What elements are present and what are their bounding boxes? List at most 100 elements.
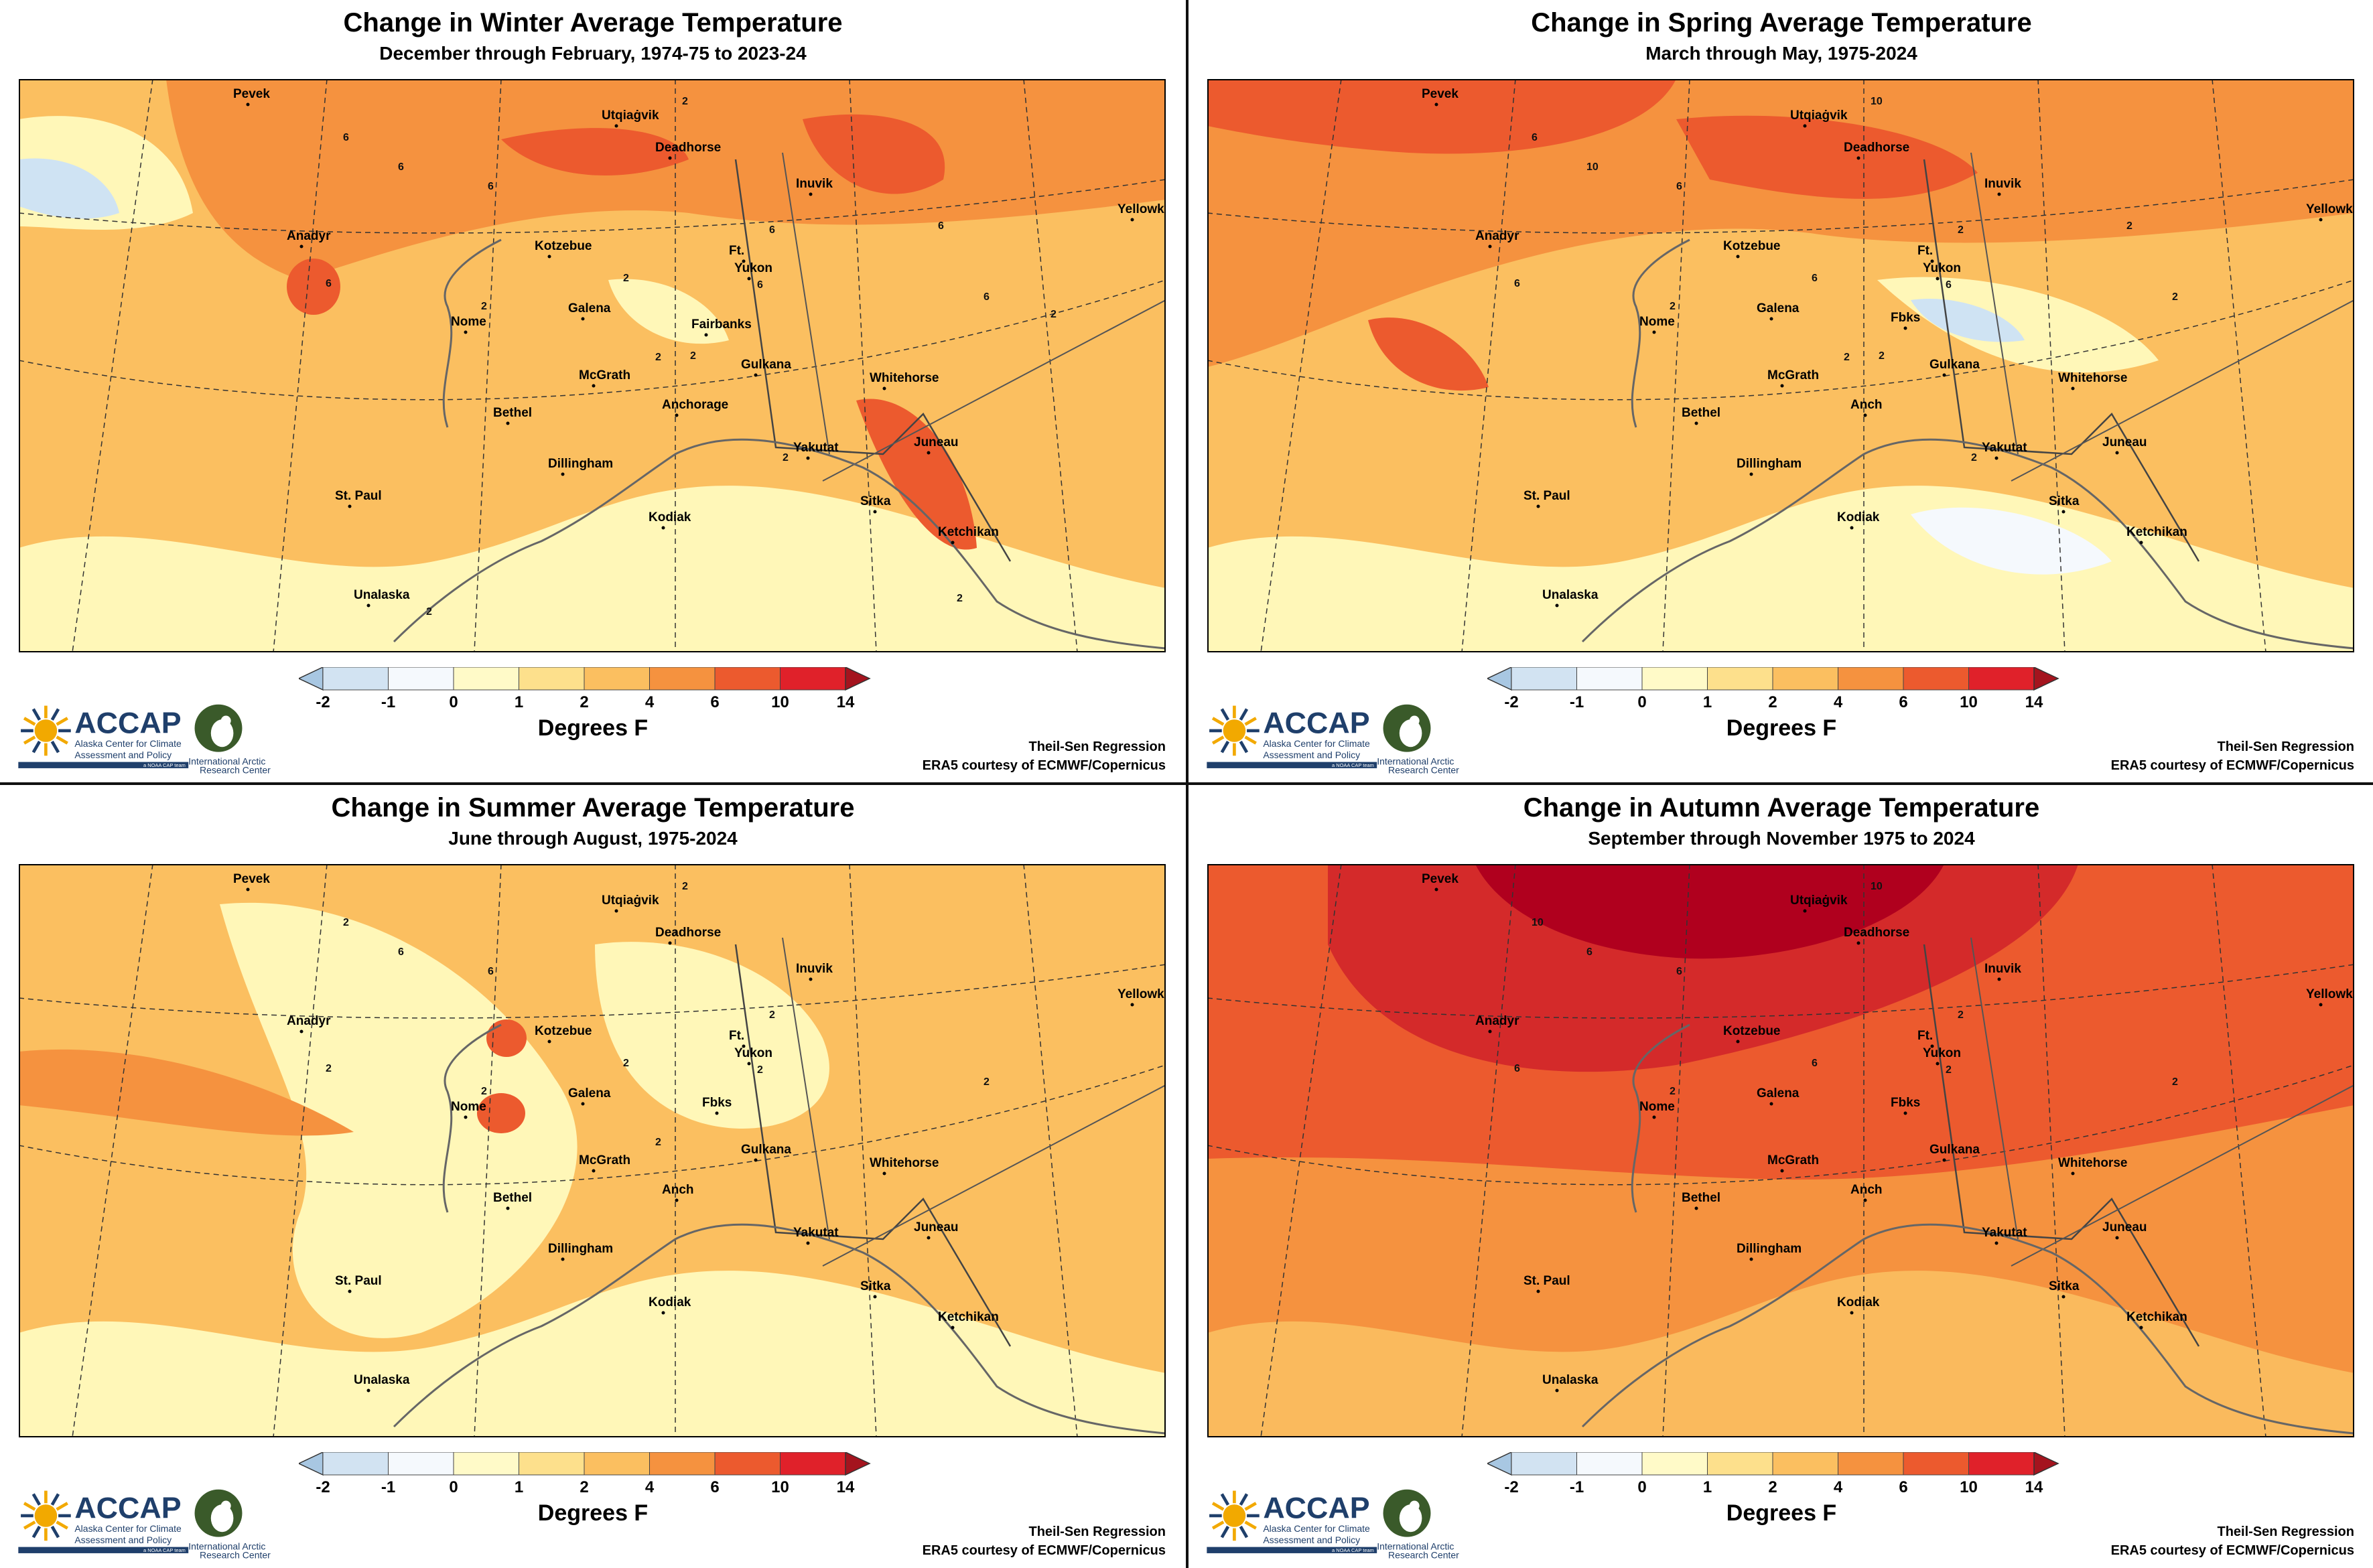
contour-label: 2 <box>1946 1064 1952 1076</box>
contour-label: 2 <box>984 1076 990 1088</box>
place-marker <box>1803 909 1807 913</box>
place-label: Kotzebue <box>535 239 592 253</box>
place-label: Whitehorse <box>870 371 939 385</box>
place-label: Anch <box>1850 1183 1883 1197</box>
colorbar-tick: 4 <box>645 1478 655 1496</box>
contour-label: 6 <box>1676 181 1682 192</box>
place-label: Dillingham <box>1737 457 1802 471</box>
accap-line2: Assessment and Policy <box>1263 1535 1360 1545</box>
place-label: Ft. <box>729 1029 744 1043</box>
contour-label: 2 <box>1844 352 1850 363</box>
accap-bar <box>1207 762 1377 768</box>
place-marker <box>754 1158 758 1162</box>
colorbar-segment <box>388 667 454 691</box>
place-marker <box>1536 504 1540 508</box>
accap-line1: Alaska Center for Climate <box>74 1523 182 1534</box>
place-label: Kotzebue <box>535 1024 592 1038</box>
place-label: Sitka <box>860 1279 891 1293</box>
colorbar-tick: 2 <box>1768 693 1777 711</box>
place-marker <box>873 510 877 514</box>
accap-bar <box>1207 1547 1377 1553</box>
panel-autumn: Change in Autumn Average Temperature Sept… <box>1189 785 2373 1567</box>
colorbar-label: Degrees F <box>537 1500 649 1526</box>
colorbar-segment <box>1576 667 1643 691</box>
accap-logo-text: ACCAP <box>1263 707 1369 740</box>
accap-line2: Assessment and Policy <box>1263 750 1360 760</box>
colorbar-segment <box>519 1452 585 1476</box>
place-marker <box>561 1257 565 1261</box>
contour-label: 2 <box>623 273 629 284</box>
place-label: Ft. <box>1917 244 1933 258</box>
contour-label: 2 <box>690 350 696 362</box>
colorbar-tick: 10 <box>771 693 789 711</box>
map-title: Change in Spring Average Temperature <box>1531 8 2032 38</box>
place-label: Dillingham <box>548 1242 613 1256</box>
place-label: Pevek <box>233 872 270 886</box>
place-marker <box>299 1029 303 1034</box>
credit-source: ERA5 courtesy of ECMWF/Copernicus <box>922 1543 1166 1558</box>
colorbar-tick: 10 <box>1960 1478 1978 1496</box>
iarc-globe-icon <box>194 1489 243 1537</box>
place-marker <box>1749 472 1753 476</box>
contour-label: 6 <box>398 946 404 958</box>
colorbar-segment <box>1903 667 1969 691</box>
place-label: Sitka <box>860 494 891 508</box>
accap-sun-icon <box>21 705 71 756</box>
place-marker <box>1936 1062 1940 1066</box>
place-label: Deadhorse <box>655 141 721 155</box>
place-label: St. Paul <box>1523 1274 1570 1288</box>
credit-method: Theil-Sen Regression <box>2217 739 2355 754</box>
contour-label: 2 <box>2172 1076 2178 1088</box>
colorbar-tick: 4 <box>1834 1478 1843 1496</box>
place-marker <box>581 317 585 321</box>
contour-label: 2 <box>769 1009 775 1021</box>
colorbar-segment <box>1511 667 1577 691</box>
place-marker <box>675 1198 679 1202</box>
place-marker <box>1903 326 1907 330</box>
place-label: Gulkana <box>1929 1143 1980 1157</box>
place-marker <box>747 277 751 281</box>
place-label: Fbks <box>1891 311 1920 325</box>
place-label: Ketchikan <box>938 1310 999 1324</box>
colorbar-tick: 1 <box>1703 1478 1712 1496</box>
contour-label: 10 <box>1586 161 1599 173</box>
place-marker <box>661 526 665 530</box>
colorbar-tick: 1 <box>515 1478 523 1496</box>
accap-sun-icon <box>21 1490 71 1541</box>
contour-label: 2 <box>343 917 349 928</box>
place-marker <box>1434 887 1438 892</box>
colorbar-tick: 0 <box>1637 693 1646 711</box>
contour-label: 2 <box>481 301 487 312</box>
iarc-line1: International Arctic <box>1377 756 1454 766</box>
contour-label: 6 <box>343 132 349 143</box>
colorbar-tick: -2 <box>1504 1478 1518 1496</box>
colorbar-tick: 14 <box>2025 693 2043 711</box>
place-marker <box>927 451 931 455</box>
accap-line2: Assessment and Policy <box>74 750 172 760</box>
contour-label: 6 <box>488 181 494 192</box>
place-label: Whitehorse <box>870 1156 939 1170</box>
place-marker <box>1863 413 1867 417</box>
place-label: Dillingham <box>548 457 613 471</box>
place-marker <box>1694 1206 1698 1210</box>
place-label: Kodiak <box>649 510 691 524</box>
colorbar-left-arrow <box>1487 1452 1512 1476</box>
place-marker <box>299 244 303 248</box>
place-label: St. Paul <box>1523 489 1570 503</box>
contour-label: 6 <box>1812 1058 1818 1069</box>
horizontal-divider <box>0 782 2373 785</box>
place-label: Ft. <box>729 244 744 258</box>
place-marker <box>1130 1003 1134 1007</box>
contour-label: 2 <box>1958 1009 1964 1021</box>
place-label: Fbks <box>1891 1096 1920 1110</box>
place-label: McGrath <box>1767 1153 1819 1167</box>
place-marker <box>366 603 370 608</box>
place-marker <box>661 1311 665 1315</box>
colorbar-segment <box>1838 1452 1904 1476</box>
contour-label: 10 <box>1871 96 1883 107</box>
place-marker <box>1769 317 1773 321</box>
temperature-change-map: Pevek Utqiaġvik Deadhorse Inuvik Yellowknife… <box>1207 79 2354 652</box>
map-subtitle: September through November 1975 to 2024 <box>1588 828 1975 849</box>
temperature-change-map: Pevek Utqiaġvik Deadhorse Inuvik Yellowknife… <box>19 79 1166 652</box>
colorbar-segment <box>1576 1452 1643 1476</box>
